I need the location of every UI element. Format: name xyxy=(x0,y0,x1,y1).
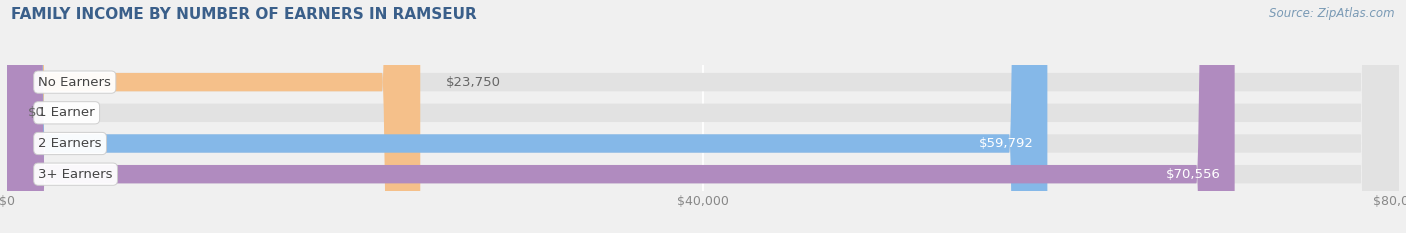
FancyBboxPatch shape xyxy=(7,0,1399,233)
Text: 1 Earner: 1 Earner xyxy=(38,106,96,119)
Text: 3+ Earners: 3+ Earners xyxy=(38,168,112,181)
FancyBboxPatch shape xyxy=(7,0,1399,233)
Text: $0: $0 xyxy=(28,106,45,119)
Text: No Earners: No Earners xyxy=(38,76,111,89)
Text: Source: ZipAtlas.com: Source: ZipAtlas.com xyxy=(1270,7,1395,20)
Text: $23,750: $23,750 xyxy=(446,76,502,89)
FancyBboxPatch shape xyxy=(7,0,1399,233)
FancyBboxPatch shape xyxy=(7,0,1047,233)
Text: $70,556: $70,556 xyxy=(1166,168,1220,181)
FancyBboxPatch shape xyxy=(7,0,420,233)
Text: 2 Earners: 2 Earners xyxy=(38,137,101,150)
Text: FAMILY INCOME BY NUMBER OF EARNERS IN RAMSEUR: FAMILY INCOME BY NUMBER OF EARNERS IN RA… xyxy=(11,7,477,22)
Text: $59,792: $59,792 xyxy=(979,137,1033,150)
FancyBboxPatch shape xyxy=(7,0,1399,233)
FancyBboxPatch shape xyxy=(7,0,1234,233)
